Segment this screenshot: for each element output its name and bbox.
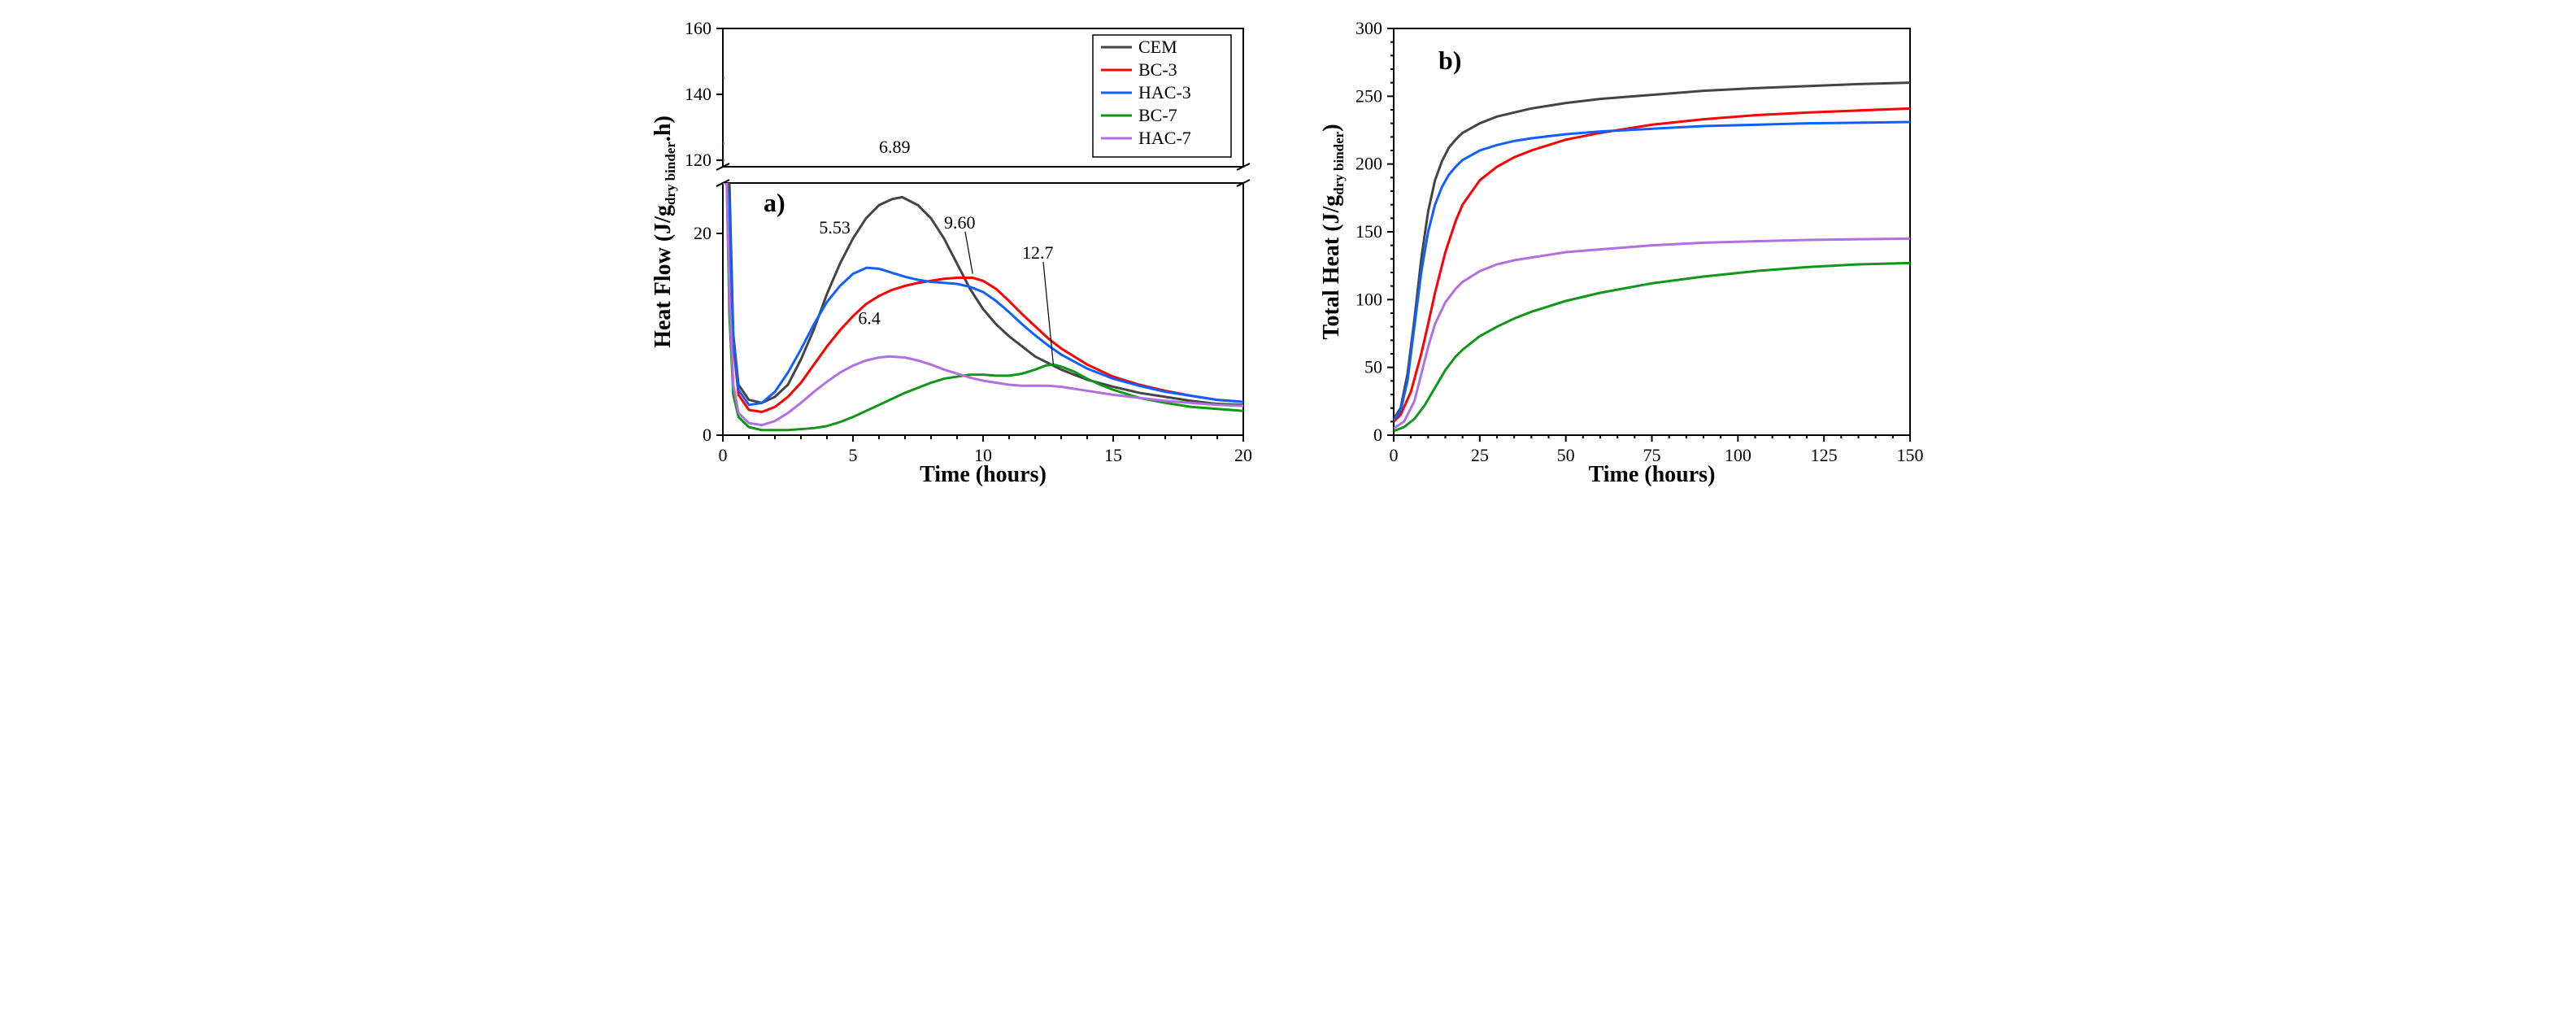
svg-text:100: 100	[1355, 289, 1382, 309]
svg-text:25: 25	[1471, 445, 1489, 465]
panel-b: 0255075100125150050100150200250300Time (…	[1312, 16, 1930, 496]
svg-text:a): a)	[764, 188, 785, 217]
chart-b-svg: 0255075100125150050100150200250300Time (…	[1312, 16, 1930, 496]
svg-text:12.7: 12.7	[1022, 242, 1054, 263]
svg-text:140: 140	[685, 84, 711, 104]
svg-text:BC-7: BC-7	[1138, 105, 1177, 125]
svg-text:Heat Flow (J/gdry binder.h): Heat Flow (J/gdry binder.h)	[651, 116, 678, 348]
svg-text:6.4: 6.4	[858, 308, 881, 329]
figure-container: 05101520020120140160Time (hours)Heat Flo…	[16, 16, 2560, 496]
svg-text:0: 0	[1390, 445, 1399, 465]
svg-text:6.89: 6.89	[879, 137, 911, 157]
svg-text:20: 20	[694, 223, 711, 243]
svg-text:150: 150	[1355, 221, 1382, 242]
svg-text:0: 0	[719, 445, 728, 465]
svg-text:50: 50	[1557, 445, 1575, 465]
panel-a: 05101520020120140160Time (hours)Heat Flo…	[646, 16, 1264, 496]
svg-text:Total Heat (J/gdry binder): Total Heat (J/gdry binder)	[1319, 124, 1347, 339]
svg-text:100: 100	[1725, 445, 1751, 465]
svg-text:0: 0	[1373, 425, 1382, 445]
chart-a-svg: 05101520020120140160Time (hours)Heat Flo…	[646, 16, 1264, 496]
svg-text:b): b)	[1438, 46, 1461, 75]
svg-text:125: 125	[1811, 445, 1838, 465]
svg-text:Time (hours): Time (hours)	[1589, 462, 1716, 487]
svg-text:150: 150	[1897, 445, 1924, 465]
svg-text:200: 200	[1355, 154, 1382, 174]
svg-text:CEM: CEM	[1138, 37, 1177, 57]
svg-text:5: 5	[849, 445, 858, 465]
svg-text:20: 20	[1234, 445, 1252, 465]
svg-text:50: 50	[1364, 357, 1382, 377]
svg-text:Time (hours): Time (hours)	[920, 462, 1046, 487]
svg-text:160: 160	[685, 18, 711, 38]
svg-text:300: 300	[1355, 18, 1382, 38]
svg-text:BC-3: BC-3	[1138, 59, 1177, 80]
svg-text:250: 250	[1355, 85, 1382, 106]
svg-text:15: 15	[1104, 445, 1122, 465]
svg-text:9.60: 9.60	[944, 212, 976, 233]
svg-text:HAC-7: HAC-7	[1138, 128, 1191, 148]
svg-text:0: 0	[703, 425, 711, 445]
svg-text:120: 120	[685, 150, 711, 170]
svg-text:5.53: 5.53	[819, 217, 851, 238]
svg-text:HAC-3: HAC-3	[1138, 82, 1191, 102]
